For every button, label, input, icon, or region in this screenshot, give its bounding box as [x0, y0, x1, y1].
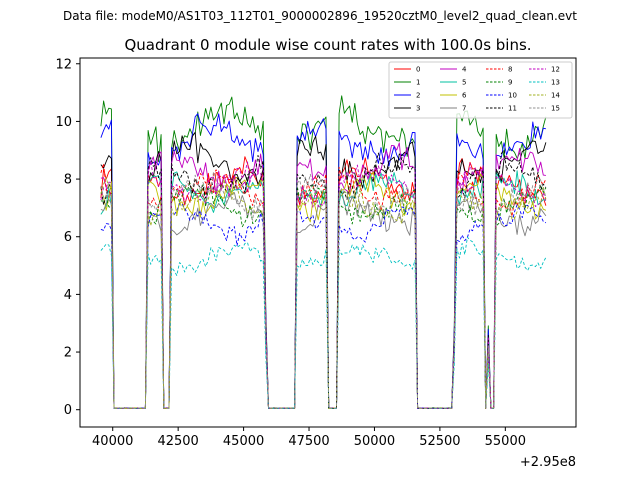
legend-label-module-13: 13	[551, 79, 560, 87]
chart-title: Quadrant 0 module wise count rates with …	[124, 36, 531, 54]
legend-label-module-10: 10	[508, 92, 517, 100]
series-line-module-1	[100, 95, 547, 409]
axes-frame	[79, 57, 577, 428]
y-tick-label: 0	[64, 403, 72, 418]
series-line-module-10	[100, 203, 547, 409]
series-line-module-14	[100, 177, 547, 409]
series-line-module-5	[100, 170, 547, 409]
figure-suptitle: Data file: modeM0/AS1T03_112T01_90000028…	[63, 9, 577, 23]
x-offset-label: +2.95e8	[520, 455, 576, 470]
legend-label-module-7: 7	[462, 105, 466, 113]
x-tick-label: 40000	[92, 434, 133, 449]
series-line-module-6	[100, 171, 547, 409]
legend-label-module-3: 3	[416, 105, 420, 113]
legend-label-module-8: 8	[508, 66, 512, 74]
legend-label-module-5: 5	[462, 79, 466, 87]
series-line-module-13	[100, 236, 547, 409]
y-tick-label: 10	[55, 115, 72, 130]
x-tick-label: 45000	[223, 434, 264, 449]
series-line-module-15	[100, 171, 547, 409]
legend-label-module-6: 6	[462, 92, 467, 100]
y-tick-label: 12	[55, 57, 72, 72]
legend-label-module-11: 11	[508, 105, 517, 113]
series-line-module-0	[100, 156, 547, 409]
series-lines	[100, 95, 547, 409]
legend-label-module-12: 12	[551, 66, 560, 74]
x-tick-label: 55000	[485, 434, 526, 449]
legend-label-module-15: 15	[551, 105, 560, 113]
series-line-module-2	[100, 113, 547, 409]
series-line-module-11	[100, 149, 547, 409]
x-tick-label: 47500	[288, 434, 329, 449]
legend-label-module-1: 1	[416, 79, 420, 87]
series-line-module-3	[100, 131, 547, 409]
y-tick-label: 2	[64, 346, 72, 361]
axis-ticks: 40000 42500 45000 47500 50000 52500 55000 0 2 4 6 8…	[55, 57, 526, 449]
x-tick-label: 50000	[354, 434, 395, 449]
y-tick-label: 4	[64, 288, 72, 303]
x-tick-label: 52500	[419, 434, 460, 449]
legend-label-module-9: 9	[508, 79, 512, 87]
legend-label-module-0: 0	[416, 66, 420, 74]
legend-label-module-4: 4	[462, 66, 467, 74]
y-tick-label: 6	[64, 230, 72, 245]
y-tick-label: 8	[64, 173, 72, 188]
x-tick-label: 42500	[157, 434, 198, 449]
series-line-module-4	[100, 142, 546, 409]
legend-label-module-14: 14	[551, 92, 560, 100]
legend-frame	[388, 61, 573, 119]
legend-label-module-2: 2	[416, 92, 420, 100]
